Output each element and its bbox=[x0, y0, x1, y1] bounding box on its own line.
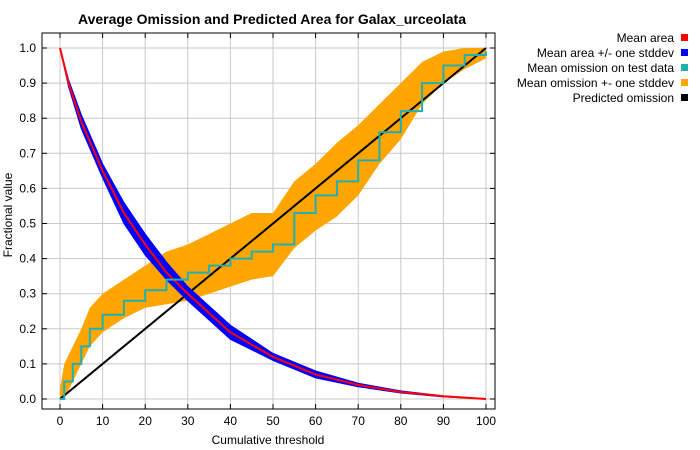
y-axis-label: Fractional value bbox=[1, 172, 15, 257]
x-tick-label: 70 bbox=[352, 414, 366, 428]
x-tick-label: 20 bbox=[139, 414, 153, 428]
y-tick-label: 0.2 bbox=[19, 322, 36, 336]
y-tick-label: 0.7 bbox=[19, 146, 36, 160]
chart-title: Average Omission and Predicted Area for … bbox=[78, 11, 466, 27]
series-layer bbox=[59, 47, 487, 400]
axis-ticks: 0 10 20 30 40 50 60 70 80 90 100 0.0 0.1 0.2 0.3 0.4 0.5… bbox=[19, 33, 496, 428]
plot-border bbox=[41, 32, 496, 410]
legend-swatch bbox=[681, 79, 688, 86]
x-tick-label: 80 bbox=[394, 414, 408, 428]
y-tick-label: 0.5 bbox=[19, 217, 36, 231]
legend-label: Mean omission on test data bbox=[527, 61, 674, 75]
grid bbox=[42, 33, 495, 409]
y-tick-label: 0.1 bbox=[19, 357, 36, 371]
x-tick-label: 60 bbox=[309, 414, 323, 428]
y-tick-label: 0.0 bbox=[19, 392, 36, 406]
legend-label: Mean area +/- one stddev bbox=[537, 46, 674, 60]
predicted-omission-line bbox=[59, 47, 487, 400]
legend-swatch bbox=[681, 94, 688, 101]
x-tick-label: 50 bbox=[266, 414, 280, 428]
legend-swatch bbox=[681, 64, 688, 71]
x-tick-label: 30 bbox=[181, 414, 195, 428]
x-tick-label: 40 bbox=[224, 414, 238, 428]
x-tick-label: 90 bbox=[437, 414, 451, 428]
y-tick-label: 0.6 bbox=[19, 181, 36, 195]
mean-area-line bbox=[59, 47, 487, 400]
x-tick-label: 10 bbox=[96, 414, 110, 428]
legend-swatch bbox=[681, 34, 688, 41]
legend-label: Mean omission +- one stddev bbox=[517, 76, 674, 90]
y-tick-label: 0.9 bbox=[19, 76, 36, 90]
x-tick-label: 0 bbox=[57, 414, 64, 428]
legend-label: Predicted omission bbox=[573, 91, 674, 105]
legend-label: Mean area bbox=[617, 31, 675, 45]
mean-omission-line bbox=[60, 51, 487, 400]
y-tick-label: 0.3 bbox=[19, 287, 36, 301]
y-tick-label: 0.8 bbox=[19, 111, 36, 125]
x-tick-label: 100 bbox=[476, 414, 496, 428]
y-tick-label: 1.0 bbox=[19, 41, 36, 55]
legend-swatch bbox=[681, 49, 688, 56]
y-tick-label: 0.4 bbox=[19, 252, 36, 266]
x-axis-label: Cumulative threshold bbox=[212, 433, 325, 447]
